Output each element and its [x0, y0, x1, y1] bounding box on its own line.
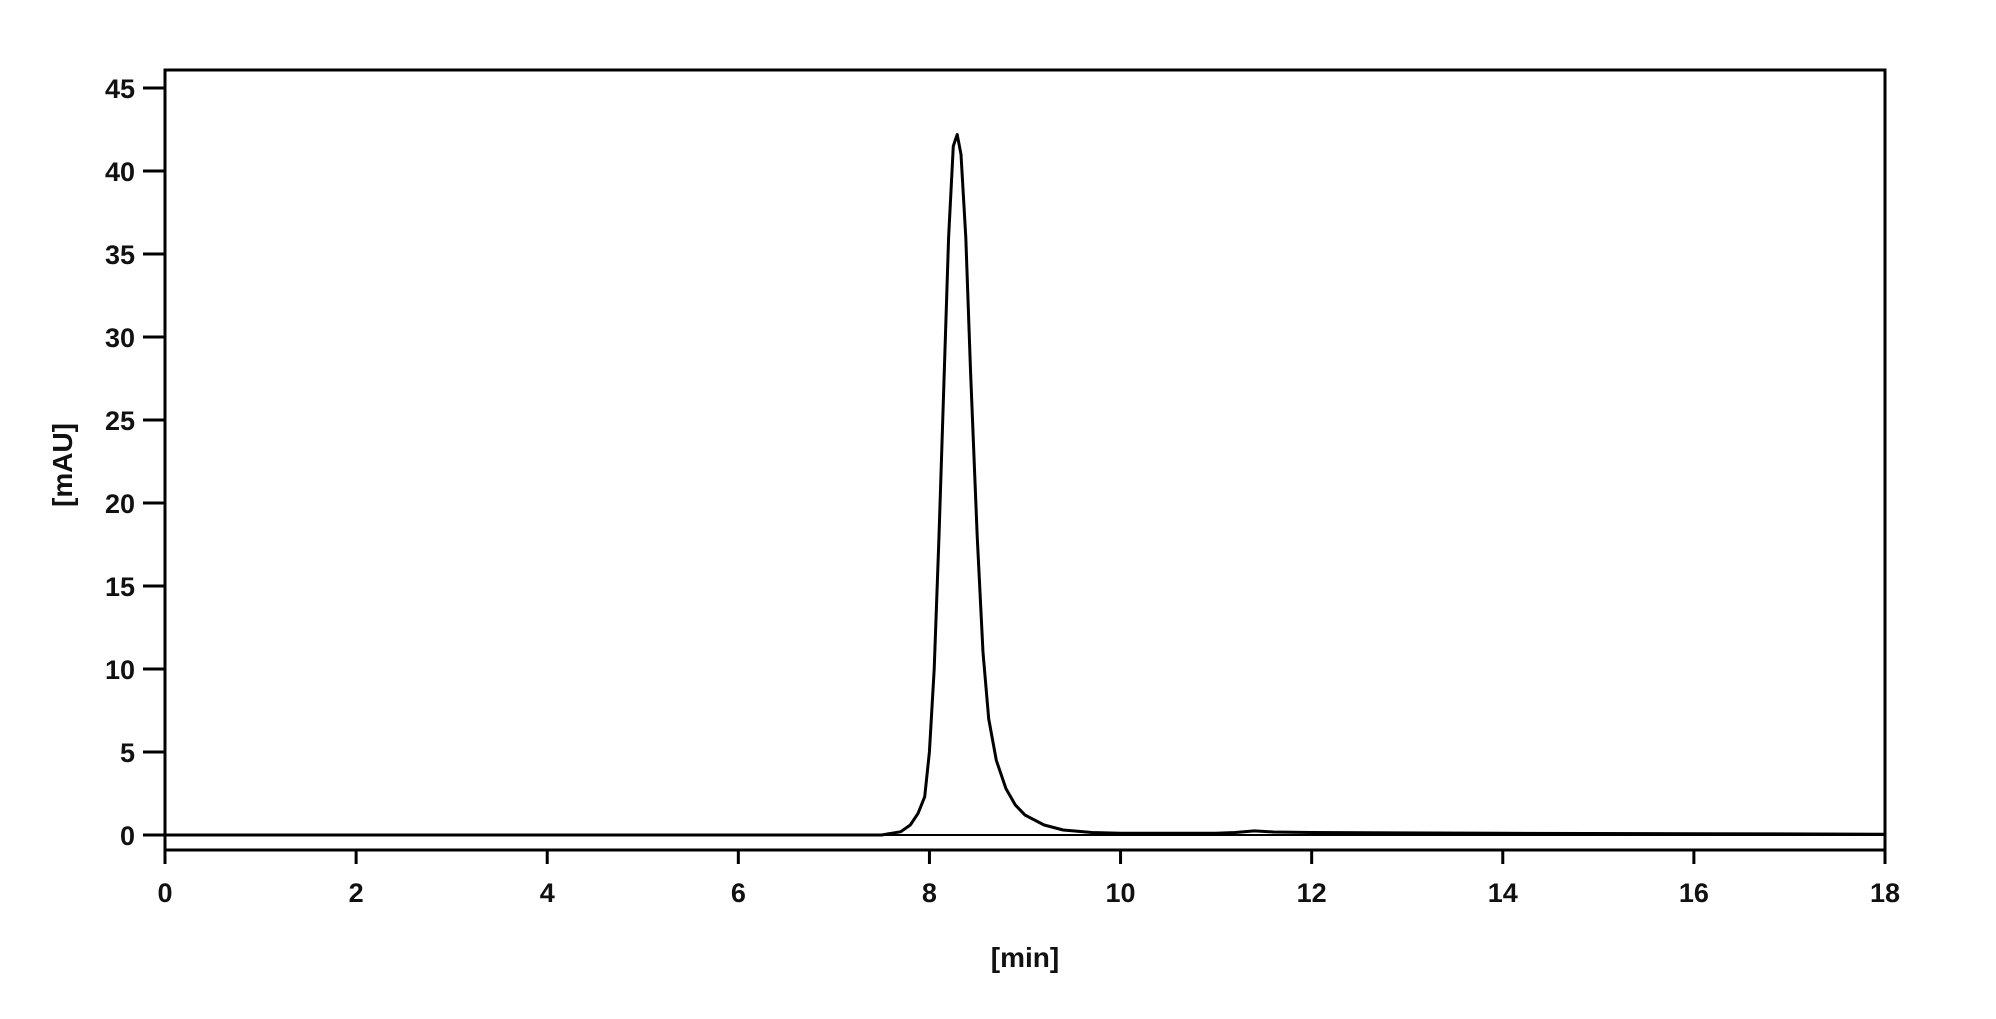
x-tick-label: 4 — [540, 878, 555, 908]
series-line — [165, 133, 1886, 837]
x-tick-label: 0 — [157, 878, 172, 908]
y-tick-label: 35 — [105, 240, 135, 270]
y-tick-label: 20 — [105, 489, 135, 519]
x-tick-label: 18 — [1870, 878, 1900, 908]
y-tick-label: 10 — [105, 655, 135, 685]
x-tick-label: 12 — [1297, 878, 1327, 908]
y-tick-label: 5 — [120, 738, 135, 768]
x-tick-label: 16 — [1679, 878, 1709, 908]
y-axis-label: [mAU] — [47, 423, 78, 507]
y-tick-label: 25 — [105, 406, 135, 436]
x-tick-label: 10 — [1106, 878, 1136, 908]
x-tick-label: 14 — [1488, 878, 1518, 908]
x-tick-label: 2 — [349, 878, 364, 908]
plot-frame — [163, 68, 1887, 852]
y-tick-label: 30 — [105, 323, 135, 353]
y-tick-label: 45 — [105, 74, 135, 104]
y-tick-label: 15 — [105, 572, 135, 602]
x-axis: 0 2 4 6 8 10 12 14 16 18 — [157, 850, 1900, 908]
x-tick-label: 8 — [922, 878, 937, 908]
y-tick-label: 0 — [120, 821, 135, 851]
x-tick-label: 6 — [731, 878, 746, 908]
y-tick-label: 40 — [105, 157, 135, 187]
x-axis-label: [min] — [991, 942, 1059, 973]
y-axis: 0 5 10 15 20 25 30 35 40 45 — [105, 74, 165, 851]
